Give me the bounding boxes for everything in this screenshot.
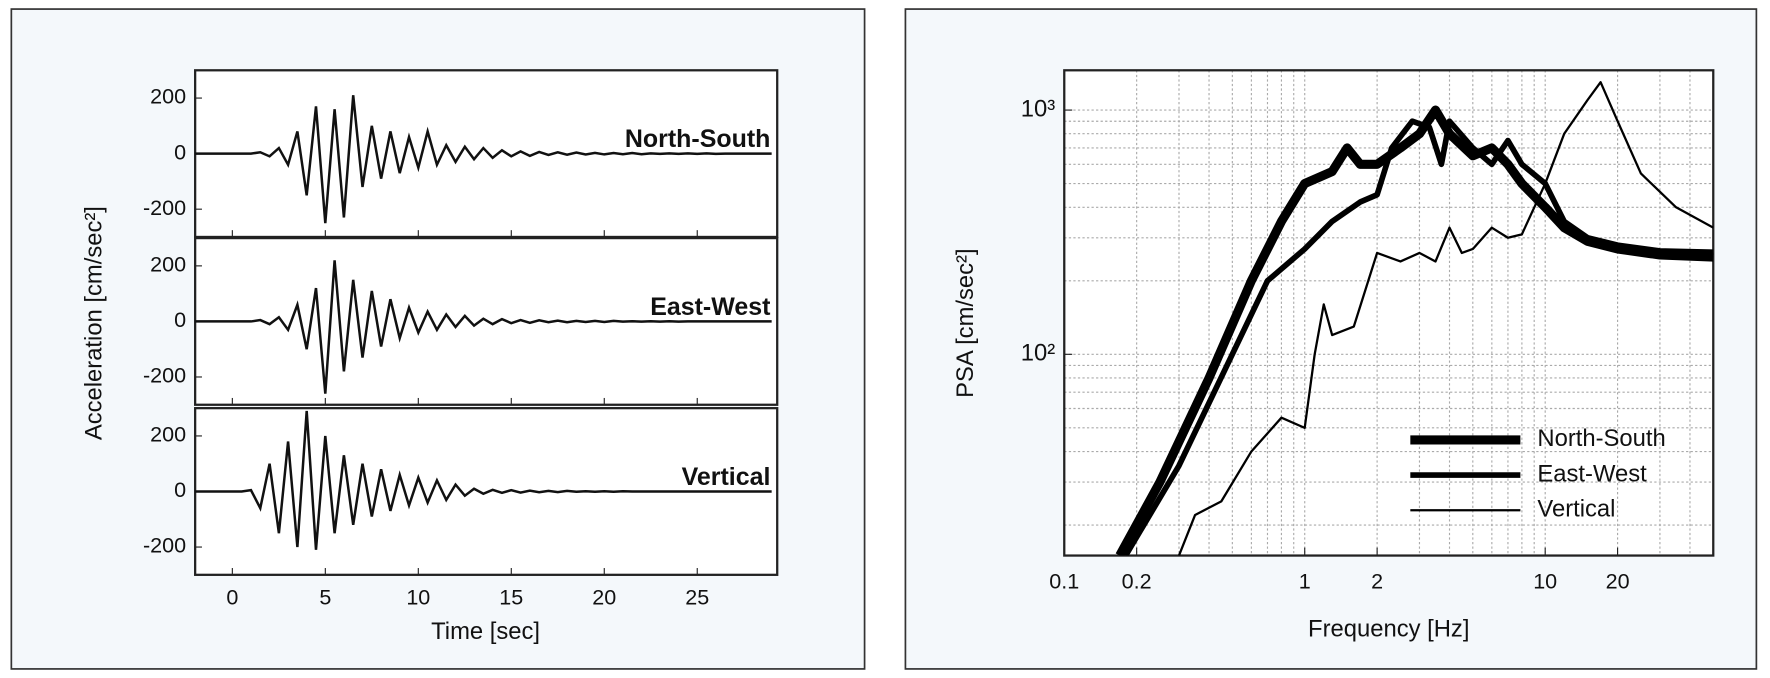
x-tick-label: 20	[592, 585, 616, 609]
spectrum-line	[1177, 81, 1714, 556]
y-tick-label: 200	[150, 423, 186, 447]
legend-label: Vertical	[1537, 496, 1615, 523]
trace-line	[195, 95, 772, 224]
x-tick-label: 15	[499, 585, 523, 609]
y-tick-label: 0	[174, 478, 186, 502]
x-axis-label: Frequency [Hz]	[1308, 616, 1469, 643]
x-tick-label: 25	[685, 585, 709, 609]
x-tick-label: 5	[319, 585, 331, 609]
trace-label: East-West	[650, 293, 770, 321]
x-tick-label: 0.2	[1122, 569, 1152, 593]
x-tick-label: 0	[226, 585, 238, 609]
y-tick-label: 0	[174, 140, 186, 164]
legend-label: East-West	[1537, 460, 1647, 487]
y-tick-label: -200	[143, 364, 186, 388]
trace-label: Vertical	[682, 463, 771, 491]
x-tick-label: 20	[1606, 569, 1630, 593]
y-tick-label: 10²	[1021, 340, 1055, 367]
y-tick-label: -200	[143, 534, 186, 558]
y-axis-label: PSA [cm/sec²]	[952, 248, 979, 397]
legend-label: North-South	[1537, 425, 1665, 452]
y-tick-label: 10³	[1021, 95, 1055, 122]
x-tick-label: 1	[1299, 569, 1311, 593]
y-tick-label: 200	[150, 85, 186, 109]
x-axis-label: Time [sec]	[431, 618, 540, 645]
y-tick-label: 0	[174, 308, 186, 332]
y-tick-label: 200	[150, 253, 186, 277]
trace-line	[195, 260, 772, 394]
x-tick-label: 10	[1533, 569, 1557, 593]
plot-border	[1063, 69, 1715, 557]
y-tick-label: -200	[143, 196, 186, 220]
y-axis-label: Acceleration [cm/sec²]	[81, 206, 108, 440]
x-tick-label: 2	[1371, 569, 1383, 593]
x-tick-label: 10	[406, 585, 430, 609]
spectrum-line	[1123, 118, 1714, 556]
trace-line	[195, 410, 772, 550]
x-tick-label: 0.1	[1049, 569, 1079, 593]
trace-label: North-South	[625, 125, 770, 153]
spectrum-line	[1115, 105, 1714, 556]
